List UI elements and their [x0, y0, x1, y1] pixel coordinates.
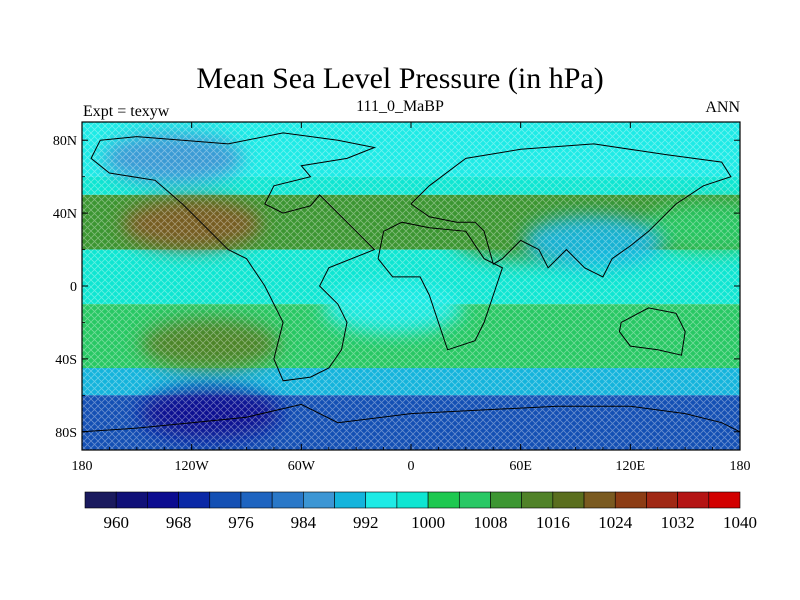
- y-tick-label: 0: [70, 280, 77, 295]
- colorbar-label: 1000: [411, 513, 445, 532]
- colorbar-box-0: [84, 491, 117, 509]
- colorbar-box-12: [458, 491, 491, 509]
- colorbar-box-20: [708, 491, 741, 509]
- colorbar-label: 992: [353, 513, 379, 532]
- season-label: ANN: [705, 99, 740, 116]
- colorbar-label: 1032: [661, 513, 695, 532]
- coastline-4: [82, 403, 740, 433]
- colorbar-label: 1008: [473, 513, 507, 532]
- colorbar-label: 984: [291, 513, 317, 532]
- coastline-0: [90, 132, 377, 382]
- colorbar-label: 968: [166, 513, 192, 532]
- colorbar-box-8: [334, 491, 367, 509]
- x-tick-label: 120W: [175, 459, 210, 474]
- colorbar-box-19: [677, 491, 710, 509]
- x-tick-label: 0: [408, 459, 415, 474]
- colorbar-box-1: [115, 491, 148, 509]
- coastlines: [82, 132, 740, 433]
- colorbar-label: 960: [103, 513, 129, 532]
- colorbar-box-10: [396, 491, 429, 509]
- x-tick-label: 180: [730, 459, 751, 474]
- colorbar-box-18: [646, 491, 678, 509]
- pressure-field: [82, 122, 740, 450]
- colorbar-box-11: [427, 491, 460, 509]
- colorbar-box-2: [147, 491, 179, 509]
- x-tick-label: 120E: [616, 459, 646, 474]
- colorbar-box-5: [240, 491, 273, 509]
- colorbar-box-7: [303, 491, 335, 509]
- plot-title: Mean Sea Level Pressure (in hPa): [196, 62, 604, 95]
- colorbar-box-4: [209, 491, 242, 509]
- x-tick-label: 180: [72, 459, 93, 474]
- colorbar-box-3: [178, 491, 211, 509]
- experiment-label: Expt = texyw: [83, 103, 170, 120]
- colorbar-label: 1016: [536, 513, 570, 532]
- coastline-3: [618, 307, 686, 356]
- y-tick-label: 40S: [55, 353, 77, 368]
- colorbar-box-17: [614, 491, 647, 509]
- period-label: 111_0_MaBP: [356, 98, 444, 115]
- colorbar-label: 976: [228, 513, 254, 532]
- colorbar-box-15: [552, 491, 585, 509]
- colorbar-box-6: [271, 491, 304, 509]
- colorbar-box-9: [365, 491, 398, 509]
- x-tick-label: 60W: [288, 459, 316, 474]
- coastline-1: [410, 143, 732, 278]
- colorbar-box-13: [490, 491, 522, 509]
- colorbar-label: 1040: [723, 513, 757, 532]
- y-tick-label: 80N: [53, 134, 77, 149]
- y-tick-label: 40N: [53, 207, 77, 222]
- colorbar-box-16: [583, 491, 616, 509]
- x-tick-label: 60E: [509, 459, 532, 474]
- colorbar-box-14: [521, 491, 554, 509]
- y-tick-label: 80S: [55, 426, 77, 441]
- coastline-2: [377, 221, 504, 351]
- colorbar-label: 1024: [598, 513, 633, 532]
- hatch-overlay: [82, 122, 740, 450]
